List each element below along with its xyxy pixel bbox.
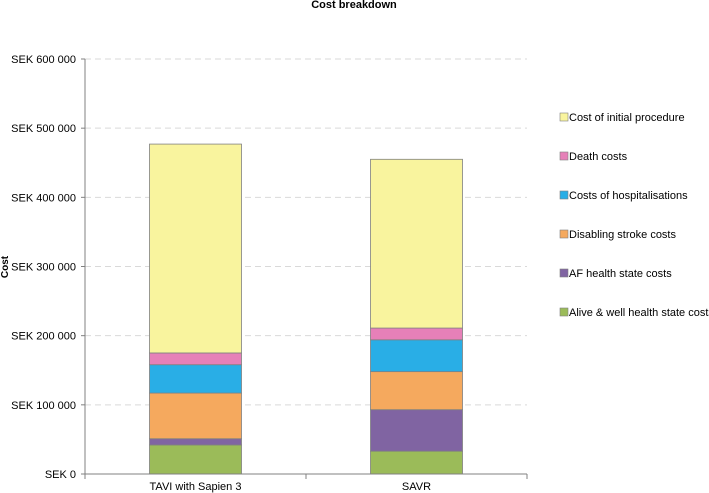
- x-tick-label: TAVI with Sapien 3: [150, 481, 242, 493]
- bar-segment-af-health-state-costs: [149, 438, 242, 446]
- bar-segment-af-health-state-costs: [370, 409, 463, 452]
- legend-swatch-cost-of-initial-procedure: [559, 112, 569, 122]
- axes: [81, 58, 528, 479]
- legend: Cost of initial procedure Death costs Cost…: [559, 112, 709, 319]
- legend-swatch-death-costs: [559, 151, 569, 161]
- y-tick-label: SEK 500 000: [11, 123, 76, 135]
- bar-segment-alive-well-health-state-costs: [370, 450, 463, 475]
- y-tick-label: SEK 400 000: [11, 192, 76, 204]
- y-tick-label: SEK 0: [45, 469, 76, 481]
- y-tick-label: SEK 100 000: [11, 400, 76, 412]
- x-tick-label: SAVR: [402, 481, 431, 493]
- bar-segment-death-costs: [149, 352, 242, 366]
- legend-swatch-disabling-stroke-costs: [559, 229, 569, 239]
- bar-segment-death-costs: [370, 327, 463, 341]
- bar-segment-alive-well-health-state-costs: [149, 444, 242, 475]
- legend-label-alive-well-health-state-costs: Alive & well health state costs: [569, 307, 709, 319]
- x-tick-labels: TAVI with Sapien 3 SAVR: [150, 481, 432, 493]
- legend-label-cost-of-initial-procedure: Cost of initial procedure: [569, 112, 685, 124]
- y-tick-label: SEK 300 000: [11, 262, 76, 274]
- bar-segment-costs-of-hospitalisations: [370, 339, 463, 373]
- bar-segment-disabling-stroke-costs: [370, 371, 463, 411]
- legend-label-costs-of-hospitalisations: Costs of hospitalisations: [569, 190, 688, 202]
- bars: [149, 143, 463, 475]
- bar-segment-cost-of-initial-procedure: [370, 158, 463, 329]
- y-tick-labels: SEK 0 SEK 100 000 SEK 200 000 SEK 300 000 SE…: [11, 54, 76, 481]
- bar-segment-costs-of-hospitalisations: [149, 364, 242, 394]
- legend-swatch-alive-well-health-state-costs: [559, 307, 569, 317]
- legend-label-death-costs: Death costs: [569, 151, 628, 163]
- bar-segment-cost-of-initial-procedure: [149, 143, 242, 354]
- y-tick-label: SEK 200 000: [11, 331, 76, 343]
- chart-title: Cost breakdown: [311, 0, 397, 11]
- bar-segment-disabling-stroke-costs: [149, 392, 242, 440]
- legend-label-disabling-stroke-costs: Disabling stroke costs: [569, 229, 676, 241]
- legend-swatch-af-health-state-costs: [559, 268, 569, 278]
- legend-label-af-health-state-costs: AF health state costs: [569, 268, 672, 280]
- y-axis-label: Cost: [0, 255, 11, 278]
- y-tick-label: SEK 600 000: [11, 54, 76, 66]
- legend-swatch-costs-of-hospitalisations: [559, 190, 569, 200]
